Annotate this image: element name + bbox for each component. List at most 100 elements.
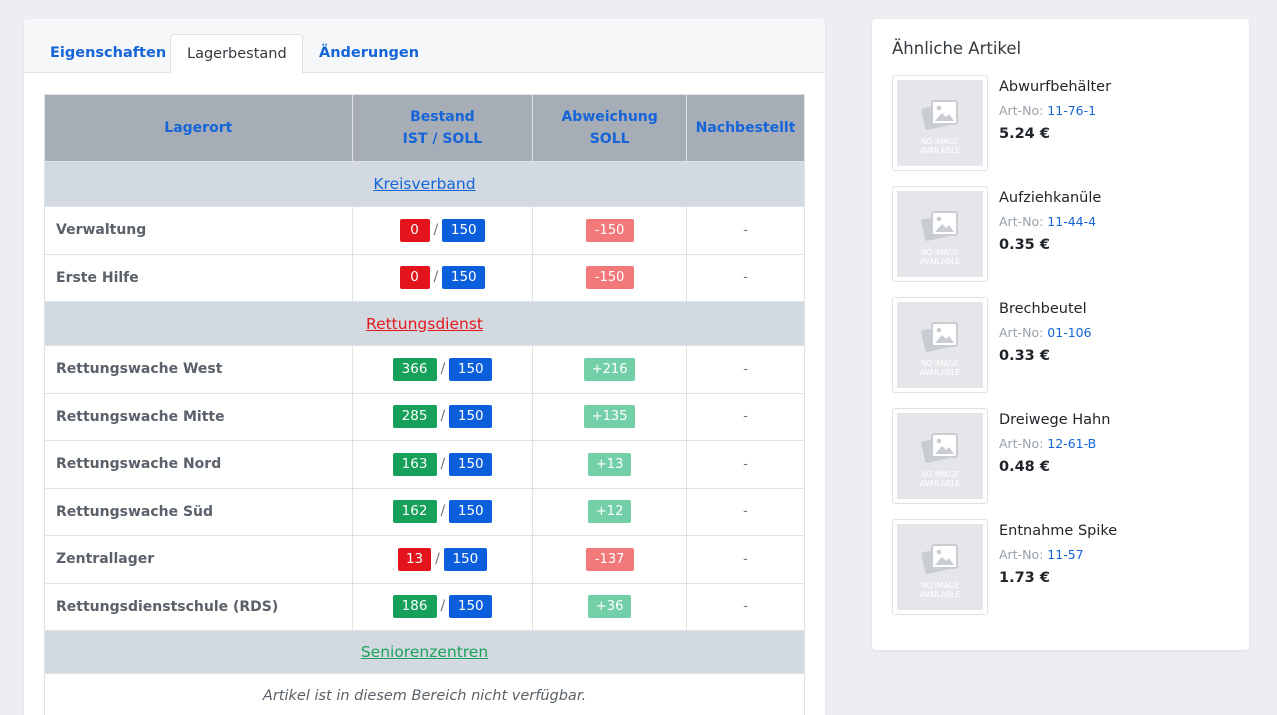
location-name: Zentrallager [44, 535, 353, 584]
table-row: Rettungswache Nord 163/150 +13 - [44, 440, 805, 489]
article-name[interactable]: Abwurfbehälter [999, 79, 1112, 95]
article-code-link[interactable]: 11-44-4 [1047, 214, 1097, 229]
stock-cell: 13/150 [351, 535, 534, 584]
group-link-rettungsdienst[interactable]: Rettungsdienst [366, 314, 483, 333]
deviation-badge: +135 [583, 405, 636, 429]
ist-badge: 366 [392, 357, 437, 381]
picture-icon [921, 433, 958, 463]
location-name: Rettungswache Nord [44, 440, 353, 489]
stock-separator: / [440, 503, 446, 520]
reordered-cell: - [686, 582, 805, 631]
deviation-badge: -137 [585, 547, 634, 571]
article-thumbnail[interactable]: NO IMAGE AVAILABLE [892, 75, 988, 171]
deviation-cell: +12 [532, 487, 688, 536]
picture-icon [921, 322, 958, 352]
article-item[interactable]: NO IMAGE AVAILABLE Abwurfbehälter Art-No:… [892, 75, 1232, 171]
article-name[interactable]: Aufziehkanüle [999, 190, 1102, 206]
stock-cell: 285/150 [351, 392, 534, 441]
stock-separator: / [440, 360, 446, 377]
soll-badge: 150 [442, 266, 486, 290]
soll-badge: 150 [443, 547, 487, 571]
article-price: 0.35 € [999, 237, 1050, 253]
article-number: Art-No: 12-61-B [999, 436, 1097, 451]
article-item[interactable]: NO IMAGE AVAILABLE Dreiwege Hahn Art-No: … [892, 408, 1232, 504]
stock-separator: / [440, 455, 446, 472]
location-name: Rettungswache Süd [44, 487, 353, 536]
table-row: Verwaltung 0/150 -150 - [44, 206, 805, 255]
group-link-kreisverband[interactable]: Kreisverband [373, 175, 476, 193]
soll-badge: 150 [449, 452, 493, 476]
tab-eigenschaften[interactable]: Eigenschaften [50, 45, 167, 61]
soll-badge: 150 [442, 218, 486, 242]
article-thumbnail[interactable]: NO IMAGE AVAILABLE [892, 408, 988, 504]
article-item[interactable]: NO IMAGE AVAILABLE Aufziehkanüle Art-No: … [892, 186, 1232, 282]
stock-cell: 366/150 [351, 345, 534, 394]
picture-icon [921, 544, 958, 574]
deviation-cell: +135 [532, 392, 688, 441]
ist-badge: 285 [392, 405, 437, 429]
tab-aenderungen[interactable]: Änderungen [319, 45, 420, 61]
group-row-kreisverband: Kreisverband [44, 161, 805, 207]
stock-cell: 0/150 [351, 253, 534, 302]
no-image-placeholder: NO IMAGE AVAILABLE [897, 80, 983, 166]
article-thumbnail[interactable]: NO IMAGE AVAILABLE [892, 519, 988, 615]
reordered-cell: - [686, 440, 805, 489]
deviation-badge: +12 [587, 500, 632, 524]
article-number: Art-No: 11-44-4 [999, 214, 1097, 229]
deviation-cell: +36 [532, 582, 688, 631]
header-lagerort[interactable]: Lagerort [44, 94, 353, 162]
tab-lagerbestand[interactable]: Lagerbestand [170, 34, 303, 74]
similar-articles-card: Ähnliche Artikel NO IMAGE AVAILABLE Abwur… [872, 19, 1249, 650]
stock-table: Lagerort Bestand IST / SOLL Abweichung SOL… [44, 94, 805, 715]
reordered-cell: - [686, 206, 805, 255]
location-name: Verwaltung [44, 206, 353, 255]
deviation-cell: +216 [532, 345, 688, 394]
header-nachbestellt[interactable]: Nachbestellt [686, 94, 805, 162]
location-name: Rettungswache Mitte [44, 392, 353, 441]
article-name[interactable]: Entnahme Spike [999, 523, 1118, 539]
article-thumbnail[interactable]: NO IMAGE AVAILABLE [892, 186, 988, 282]
picture-icon [921, 211, 958, 241]
article-name[interactable]: Dreiwege Hahn [999, 412, 1111, 428]
table-row: Rettungswache West 366/150 +216 - [44, 345, 805, 394]
article-price: 5.24 € [999, 126, 1050, 142]
stock-separator: / [433, 221, 439, 238]
ist-badge: 186 [392, 595, 437, 619]
deviation-badge: +13 [587, 452, 632, 476]
header-abweichung[interactable]: Abweichung SOLL [532, 94, 688, 162]
reordered-cell: - [686, 487, 805, 536]
stock-cell: 186/150 [351, 582, 534, 631]
no-image-placeholder: NO IMAGE AVAILABLE [897, 413, 983, 499]
deviation-badge: -150 [585, 218, 634, 242]
tab-bar: Eigenschaften Lagerbestand Änderungen [24, 19, 825, 74]
reordered-cell: - [686, 253, 805, 302]
article-item[interactable]: NO IMAGE AVAILABLE Brechbeutel Art-No: 01… [892, 297, 1232, 393]
ist-badge: 13 [397, 547, 432, 571]
stock-separator: / [440, 598, 446, 615]
location-name: Erste Hilfe [44, 253, 353, 302]
article-code-link[interactable]: 11-57 [1047, 547, 1084, 562]
no-image-text: NO IMAGE AVAILABLE [919, 137, 961, 155]
table-row: Rettungswache Mitte 285/150 +135 - [44, 392, 805, 441]
article-name[interactable]: Brechbeutel [999, 301, 1087, 317]
article-item[interactable]: NO IMAGE AVAILABLE Entnahme Spike Art-No:… [892, 519, 1232, 615]
ist-badge: 0 [399, 266, 430, 290]
stock-cell: 0/150 [351, 206, 534, 255]
no-image-text: NO IMAGE AVAILABLE [919, 581, 961, 599]
group-row-rettungsdienst: Rettungsdienst [44, 301, 805, 346]
ist-badge: 162 [392, 500, 437, 524]
reordered-cell: - [686, 392, 805, 441]
article-thumbnail[interactable]: NO IMAGE AVAILABLE [892, 297, 988, 393]
article-code-link[interactable]: 01-106 [1047, 325, 1092, 340]
table-row: Rettungsdienstschule (RDS) 186/150 +36 - [44, 582, 805, 631]
group-link-seniorenzentren[interactable]: Seniorenzentren [360, 643, 489, 661]
article-code-link[interactable]: 11-76-1 [1047, 103, 1097, 118]
article-code-link[interactable]: 12-61-B [1047, 436, 1097, 451]
header-bestand[interactable]: Bestand IST / SOLL [351, 94, 534, 162]
unavailable-row: Artikel ist in diesem Bereich nicht verf… [44, 673, 805, 715]
deviation-cell: -150 [532, 253, 688, 302]
similar-articles-title: Ähnliche Artikel [892, 39, 1022, 58]
stock-card: Eigenschaften Lagerbestand Änderungen La… [24, 19, 825, 715]
deviation-badge: -150 [585, 266, 634, 290]
soll-badge: 150 [449, 405, 493, 429]
